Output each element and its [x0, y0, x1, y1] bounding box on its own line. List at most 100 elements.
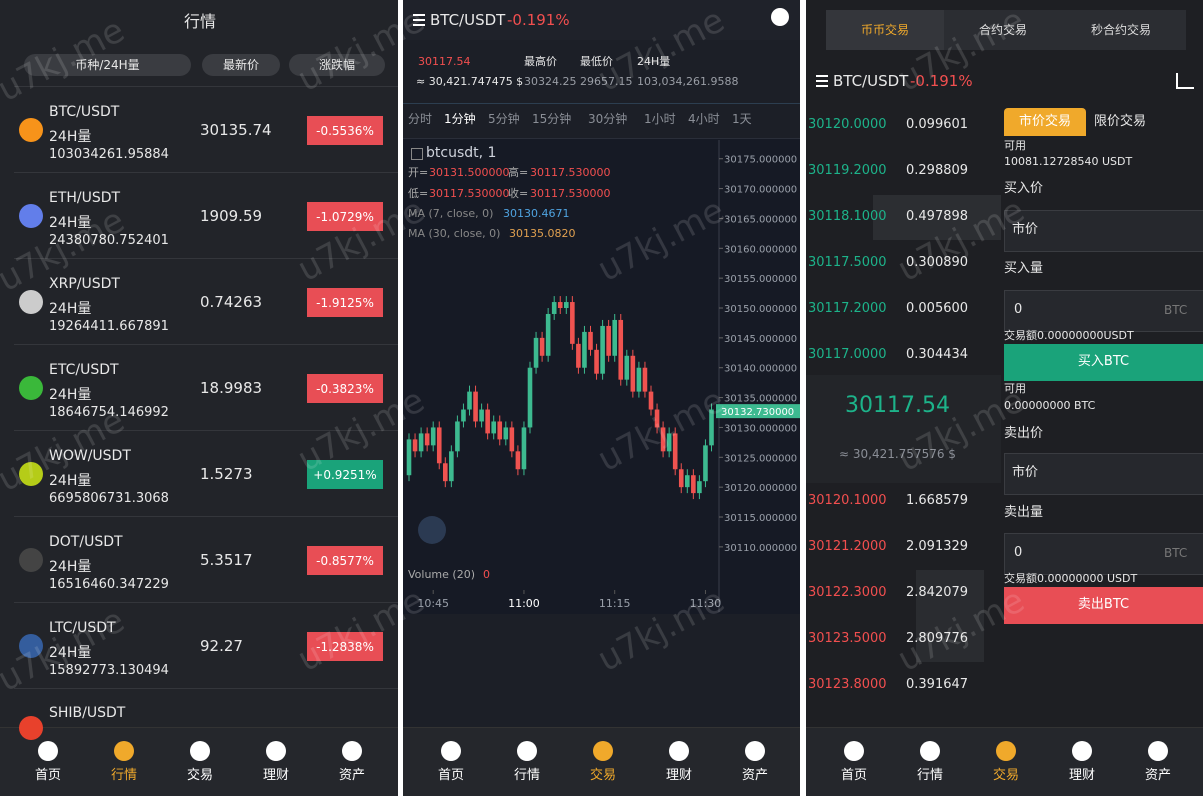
chart-area [403, 138, 800, 614]
input-text: 市价 [1012, 222, 1039, 237]
legend-value: 30117.530000 [530, 166, 611, 179]
nav-label[interactable]: 交易 [992, 768, 1019, 783]
nav-label[interactable]: 理财 [1068, 768, 1095, 783]
top-tab[interactable]: 合约交易 [978, 23, 1027, 37]
coin-icon [19, 548, 43, 572]
coin-icon [19, 290, 43, 314]
buy-button-label[interactable]: 买入BTC [1077, 354, 1130, 369]
volume-label: 24H量 [49, 387, 92, 403]
change-value[interactable]: -1.2838% [316, 640, 374, 654]
label: 可用 [1004, 139, 1026, 152]
y-tick-label: 30110.000000 [724, 543, 797, 554]
candle-body [697, 481, 702, 494]
last-price: 1.5273 [200, 465, 253, 483]
nav-label[interactable]: 资产 [338, 768, 365, 783]
nav-label[interactable]: 交易 [589, 768, 616, 783]
nav-label[interactable]: 理财 [262, 768, 289, 783]
volume-label: 24H量 [49, 129, 92, 145]
column-pill [202, 54, 280, 76]
nav-label[interactable]: 行情 [513, 768, 540, 783]
legend-value: 30130.4671 [503, 207, 570, 220]
nav-icon [114, 741, 134, 761]
candle-body [576, 343, 581, 368]
change-value[interactable]: -1.0729% [316, 210, 374, 224]
column-header[interactable]: 涨跌幅 [318, 58, 355, 72]
row-divider [14, 688, 398, 689]
nav-label[interactable]: 交易 [186, 768, 213, 783]
change-value[interactable]: -0.5536% [316, 124, 374, 138]
nav-icon [441, 741, 461, 761]
nav-icon [1072, 741, 1092, 761]
interval-tab[interactable]: 15分钟 [532, 112, 572, 126]
column-header[interactable]: 最新价 [222, 58, 259, 72]
pair-name: BTC/USDT [49, 104, 120, 120]
buy-button [1004, 344, 1203, 381]
interval-tab[interactable]: 5分钟 [488, 112, 520, 126]
nav-icon [517, 741, 537, 761]
bid-amount: 2.842079 [906, 585, 969, 600]
interval-tab[interactable]: 4小时 [688, 112, 720, 126]
symbol: BTC/USDT [430, 11, 506, 29]
interval-tab[interactable]: 1小时 [644, 112, 676, 126]
input-unit: BTC [1164, 546, 1188, 560]
candle-body [636, 367, 642, 392]
interval-tab[interactable]: 分时 [408, 112, 433, 126]
coin-icon [19, 634, 43, 658]
last-price-tag [716, 404, 800, 419]
candle-body [509, 427, 515, 452]
interval-tab[interactable]: 1分钟 [444, 112, 476, 126]
nav-icon [745, 741, 765, 761]
nav-label[interactable]: 首页 [34, 768, 61, 783]
candle-body [551, 302, 557, 314]
menu-bar [816, 80, 828, 82]
sell-button-label[interactable]: 卖出BTC [1077, 597, 1130, 612]
change-badge [307, 374, 383, 403]
candle-body [436, 427, 442, 464]
change-value[interactable]: -1.9125% [316, 296, 374, 310]
row-divider [14, 344, 398, 345]
nav-label[interactable]: 行情 [916, 768, 943, 783]
symbol: BTC/USDT [833, 72, 909, 90]
bid-price: 30123.5000 [808, 631, 887, 646]
last-price: 92.27 [200, 637, 243, 655]
input-unit: BTC [1164, 303, 1188, 317]
stat-label: 最低价 [580, 55, 613, 68]
nav-label[interactable]: 首页 [437, 768, 464, 783]
candle-body [570, 302, 575, 344]
candle-body [618, 319, 624, 380]
change-value[interactable]: +0.9251% [313, 468, 377, 482]
interval-tab[interactable]: 1天 [732, 112, 752, 126]
candle-chart: 30175.000000 30170.000000 30165.000000 3016… [406, 140, 800, 612]
y-tick-label: 30135.000000 [724, 394, 797, 405]
top-tab[interactable]: 秒合约交易 [1090, 23, 1151, 37]
bid-price: 30122.3000 [808, 585, 887, 600]
nav-label[interactable]: 资产 [741, 768, 768, 783]
form-tab[interactable]: 市价交易 [1018, 114, 1071, 129]
nav-label[interactable]: 行情 [110, 768, 137, 783]
candle-body [557, 302, 563, 309]
candle-body [685, 475, 690, 488]
change-value[interactable]: -0.3823% [316, 382, 374, 396]
volume-value: 15892773.130494 [49, 663, 169, 678]
candle-body [539, 337, 545, 356]
divider [403, 103, 800, 104]
bid-amount: 2.809776 [906, 631, 969, 646]
input-box [1004, 533, 1203, 575]
form-tab[interactable]: 限价交易 [1094, 114, 1147, 129]
candle-body [545, 313, 551, 356]
column-header[interactable]: 币种/24H量 [75, 58, 140, 72]
ask-price: 30117.5000 [808, 255, 887, 270]
coin-icon [19, 376, 43, 400]
menu-bar [816, 85, 828, 87]
interval-tab[interactable]: 30分钟 [588, 112, 628, 126]
nav-label[interactable]: 首页 [840, 768, 867, 783]
change-value[interactable]: -0.8577% [316, 554, 374, 568]
top-tab[interactable]: 币币交易 [860, 23, 909, 37]
nav-label[interactable]: 理财 [665, 768, 692, 783]
last-price: 18.9983 [200, 379, 263, 397]
y-tick-label: 30145.000000 [724, 334, 797, 345]
candle-body [703, 445, 708, 482]
legend-label: MA (7, close, 0) [408, 207, 494, 220]
nav-label[interactable]: 资产 [1144, 768, 1171, 783]
ask-price: 30117.2000 [808, 301, 887, 316]
